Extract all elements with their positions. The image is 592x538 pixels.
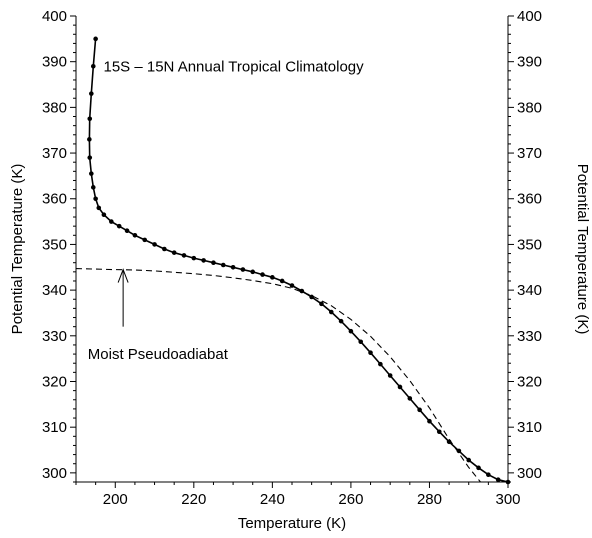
- climatology-point: [348, 328, 354, 334]
- climatology-point: [466, 457, 472, 463]
- y-right-tick-label: 340: [517, 282, 542, 299]
- y-left-tick-label: 360: [42, 191, 67, 208]
- y-right-tick-label: 380: [517, 99, 542, 116]
- climatology-point: [417, 407, 422, 413]
- climatology-point: [132, 232, 138, 238]
- x-tick-label: 220: [181, 491, 206, 508]
- climatology-point: [299, 288, 305, 294]
- y-right-tick-label: 370: [517, 145, 542, 162]
- y-axis-left-title: Potential Temperature (K): [9, 164, 26, 335]
- climatology-point: [289, 283, 295, 288]
- climatology-point: [171, 250, 177, 255]
- annotation-layer: 15S – 15N Annual Tropical Climatology Moi…: [88, 58, 364, 363]
- y-left-tick-label: 400: [42, 8, 67, 25]
- y-right-tick-label: 350: [517, 236, 542, 253]
- y-right-tick-label: 310: [517, 419, 542, 436]
- climatology-point: [328, 309, 334, 315]
- climatology-point: [101, 212, 107, 218]
- climatology-point: [124, 228, 130, 234]
- climatology-point: [387, 373, 393, 378]
- tropical-climatology-line: [88, 38, 509, 483]
- climatology-point: [279, 278, 285, 284]
- climatology-point: [368, 350, 373, 356]
- y-left-tick-label: 320: [42, 373, 67, 390]
- climatology-point: [142, 237, 148, 243]
- climatology-point: [476, 465, 481, 471]
- climatology-point: [152, 242, 157, 247]
- climatology-annotation: 15S – 15N Annual Tropical Climatology: [103, 58, 364, 75]
- climatology-point: [240, 267, 246, 272]
- y-right-tick-label: 300: [517, 465, 542, 482]
- x-tick-label: 260: [338, 491, 363, 508]
- climatology-point: [427, 418, 432, 424]
- y-right-tick-label: 330: [517, 328, 542, 345]
- moist-pseudoadiabat-line: [75, 268, 481, 483]
- climatology-point: [230, 264, 236, 270]
- climatology-point: [436, 429, 442, 435]
- climatology-point: [211, 260, 216, 266]
- climatology-point: [87, 155, 93, 160]
- y-axis-right-ticks: 300 310 320 330 340 350 360 370 380 390 400: [508, 8, 542, 483]
- plot-frame: [75, 16, 509, 483]
- y-axis-left-ticks: 300 310 320 330 340 350 360 370 380 390 400: [42, 8, 76, 483]
- climatology-point: [89, 171, 94, 176]
- climatology-point: [87, 116, 93, 122]
- climatology-point: [260, 272, 265, 277]
- y-left-tick-label: 380: [42, 99, 67, 116]
- climatology-point: [358, 339, 364, 345]
- x-axis-title: Temperature (K): [238, 515, 346, 532]
- plot-area: 200 220 240 260 280 300 300 310 320 330 340 350 360…: [42, 8, 542, 508]
- x-tick-label: 240: [260, 491, 285, 508]
- climatology-point: [250, 269, 256, 275]
- x-tick-label: 280: [417, 491, 442, 508]
- climatology-point: [93, 196, 98, 202]
- climatology-point: [162, 246, 167, 252]
- climatology-point: [378, 361, 383, 367]
- climatology-point: [90, 185, 96, 190]
- x-tick-label: 300: [495, 491, 520, 508]
- series-layer: [75, 36, 511, 485]
- climatology-point: [486, 472, 491, 477]
- climatology-point: [270, 275, 275, 280]
- climatology-point: [397, 384, 403, 390]
- x-axis-ticks: 200 220 240 260 280 300: [75, 482, 521, 508]
- climatology-point: [181, 253, 187, 258]
- climatology-point: [191, 255, 197, 261]
- y-right-tick-label: 320: [517, 373, 542, 390]
- climatology-point: [505, 479, 511, 485]
- y-axis-right-title: Potential Temperature (K): [574, 164, 591, 335]
- climatology-point: [90, 63, 96, 69]
- y-left-tick-label: 330: [42, 328, 67, 345]
- climatology-point: [495, 477, 501, 483]
- y-left-tick-label: 370: [42, 145, 67, 162]
- x-tick-label: 200: [103, 491, 128, 508]
- y-right-tick-label: 400: [517, 8, 542, 25]
- climatology-point: [201, 258, 206, 263]
- climatology-point: [109, 219, 114, 224]
- y-right-tick-label: 390: [517, 54, 542, 71]
- y-right-tick-label: 360: [517, 191, 542, 208]
- y-left-tick-label: 340: [42, 282, 67, 299]
- y-left-tick-label: 350: [42, 236, 67, 253]
- climatology-point: [89, 91, 94, 96]
- climatology-point: [309, 294, 314, 300]
- climatology-point: [87, 137, 92, 142]
- climatology-point: [319, 301, 324, 307]
- annotation-arrow-head: [117, 268, 129, 283]
- y-left-tick-label: 310: [42, 419, 67, 436]
- climatology-point: [93, 36, 98, 42]
- pseudoadiabat-annotation: Moist Pseudoadiabat: [88, 346, 229, 363]
- climatology-point: [338, 318, 344, 324]
- climatology-point: [116, 223, 122, 229]
- climatology-point: [220, 262, 226, 268]
- climatology-point: [407, 396, 413, 401]
- climatology-point: [96, 205, 102, 211]
- y-left-tick-label: 300: [42, 465, 67, 482]
- y-left-tick-label: 390: [42, 54, 67, 71]
